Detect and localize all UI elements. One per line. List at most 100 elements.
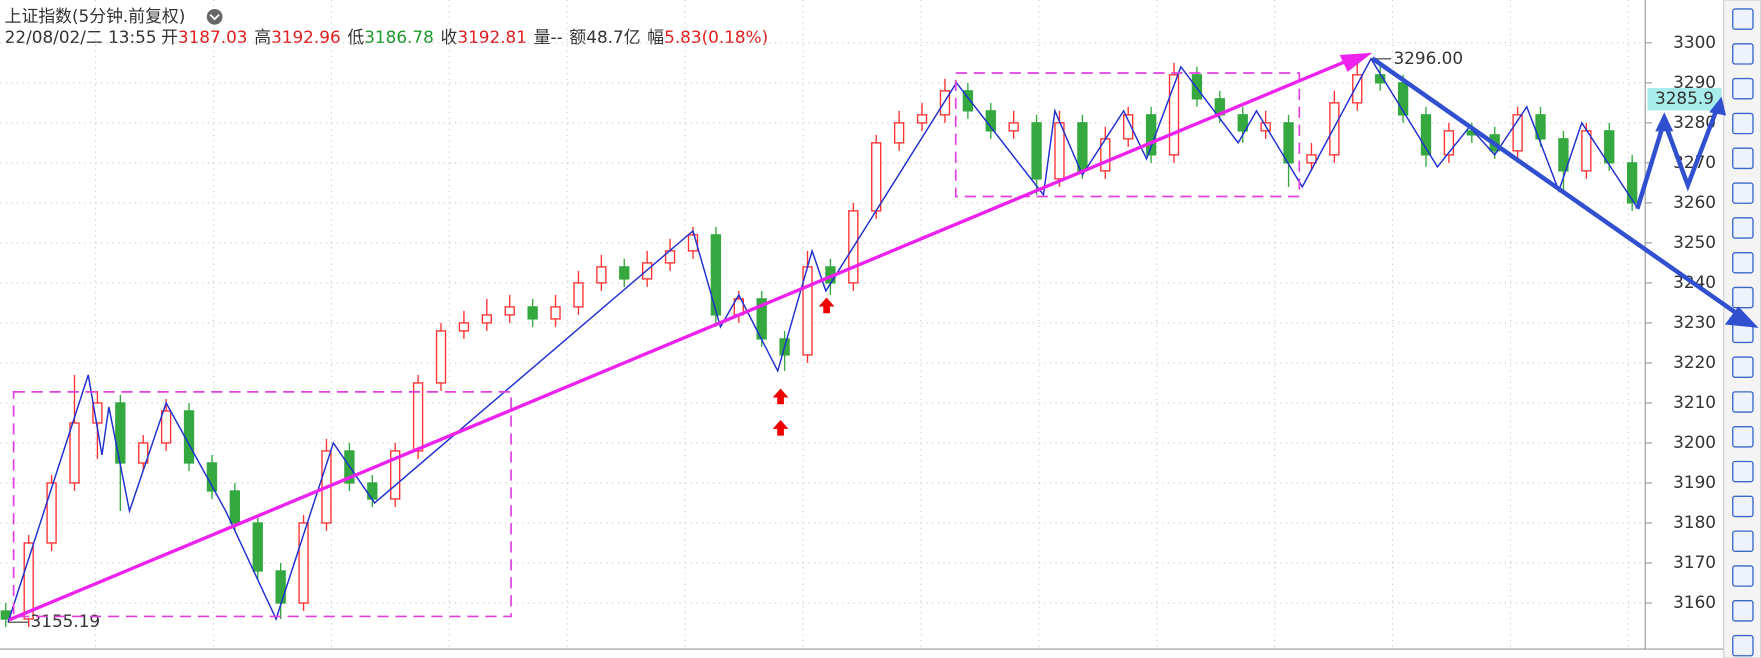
box bbox=[12, 391, 512, 618]
candle-body bbox=[1581, 130, 1592, 172]
trend-line bbox=[8, 59, 1349, 622]
tool-icon bbox=[1732, 77, 1754, 100]
tool-icon bbox=[1732, 147, 1754, 170]
candle-body bbox=[573, 282, 584, 308]
forecast-arrowhead bbox=[1724, 306, 1759, 328]
tool-icon bbox=[1732, 565, 1754, 587]
candle-body bbox=[69, 422, 80, 484]
candle-body bbox=[275, 570, 286, 604]
overlays bbox=[8, 52, 1759, 622]
candle-body bbox=[23, 542, 34, 620]
tool-icon bbox=[1732, 460, 1754, 483]
stat-value: 3186.78 bbox=[364, 27, 434, 47]
stat-value: 3192.96 bbox=[271, 27, 341, 47]
tool-icon bbox=[1732, 112, 1754, 135]
candle-body bbox=[1008, 122, 1019, 132]
tool-icon bbox=[1732, 8, 1754, 30]
tool-icon bbox=[1732, 391, 1754, 413]
y-tick-label: 3260 bbox=[1673, 192, 1716, 212]
box bbox=[954, 72, 1301, 198]
tool-icon bbox=[1732, 43, 1754, 65]
candle-body bbox=[504, 306, 515, 316]
plot: 3160317031803190320032103220323032403250… bbox=[0, 32, 1722, 631]
candle-body bbox=[619, 266, 630, 280]
stat-value: 48.7亿 bbox=[586, 27, 640, 47]
candle-body bbox=[1237, 114, 1248, 132]
y-tick-label: 3230 bbox=[1673, 312, 1716, 332]
candle-body bbox=[481, 314, 492, 324]
candle-body bbox=[367, 482, 378, 500]
stat-value: -- bbox=[551, 27, 563, 47]
candle-body bbox=[1512, 114, 1523, 152]
y-tick-label: 3250 bbox=[1673, 232, 1716, 252]
stat-label: 收 bbox=[441, 27, 458, 47]
y-tick-label: 3170 bbox=[1673, 552, 1716, 572]
stat-label: 低 bbox=[347, 27, 364, 47]
candle-body bbox=[550, 306, 561, 320]
candle-body bbox=[1397, 82, 1409, 116]
trend-arrowhead bbox=[1339, 52, 1373, 72]
stat-label: 高 bbox=[254, 27, 271, 47]
forecast-arrow bbox=[1371, 56, 1737, 314]
candle-body bbox=[1283, 122, 1294, 164]
candle-body bbox=[1191, 74, 1203, 100]
candle-body bbox=[1535, 114, 1546, 140]
candle-body bbox=[435, 330, 447, 384]
tool-icon bbox=[1732, 217, 1754, 239]
candle-body bbox=[1443, 130, 1455, 156]
candle-body bbox=[527, 306, 538, 320]
candle-body bbox=[1558, 138, 1569, 172]
candle-body bbox=[596, 266, 607, 284]
last-price-label: 3285.9 bbox=[1655, 88, 1714, 108]
candle-body bbox=[1145, 114, 1157, 156]
candle-body bbox=[298, 522, 309, 604]
y-tick-label: 3190 bbox=[1673, 472, 1716, 492]
candle-body bbox=[871, 142, 882, 212]
date: 22/08/02/二 13:55 bbox=[5, 27, 157, 47]
dropdown[interactable] bbox=[206, 8, 223, 25]
y-tick-label: 3210 bbox=[1673, 392, 1716, 412]
candle-body bbox=[1420, 114, 1432, 156]
annotation-label: 3296.00 bbox=[1393, 48, 1463, 68]
candle-body bbox=[412, 382, 424, 452]
candle-body bbox=[939, 90, 951, 116]
tool-icon bbox=[1732, 530, 1754, 553]
candle-body bbox=[458, 322, 470, 332]
tool-icon bbox=[1732, 600, 1754, 622]
y-tick-label: 3220 bbox=[1673, 352, 1716, 372]
candle-body bbox=[92, 402, 103, 424]
zigzag-line bbox=[7, 57, 1638, 623]
stat-value: 5.83(0.18%) bbox=[664, 27, 768, 47]
candle-body bbox=[1604, 130, 1615, 164]
candle-body bbox=[962, 90, 974, 112]
candle-body bbox=[1054, 122, 1065, 180]
candle-body bbox=[229, 490, 241, 524]
annotation-label: 3155.19 bbox=[31, 611, 101, 631]
candle-body bbox=[160, 410, 172, 444]
candle-body bbox=[138, 442, 149, 464]
y-tick-label: 3290 bbox=[1673, 72, 1716, 92]
candle-body bbox=[1123, 114, 1134, 140]
stat-value: 3192.81 bbox=[457, 27, 527, 47]
chart-title: 上证指数(5分钟.前复权) bbox=[5, 6, 186, 26]
y-tick-label: 3180 bbox=[1673, 512, 1716, 532]
candle-body bbox=[1352, 74, 1363, 104]
stat-label: 额 bbox=[569, 27, 586, 47]
stat-value: 3187.03 bbox=[178, 27, 248, 47]
y-tick-label: 3160 bbox=[1673, 592, 1716, 612]
candle-body bbox=[1168, 74, 1180, 156]
candle-body bbox=[252, 522, 263, 572]
candle-body bbox=[1329, 102, 1340, 156]
candle-body bbox=[115, 402, 126, 464]
candle-body bbox=[710, 234, 722, 316]
candle-body bbox=[1306, 154, 1317, 164]
forecast-path bbox=[1635, 104, 1721, 210]
stat-label: 量 bbox=[534, 27, 551, 47]
candle-body bbox=[893, 122, 905, 144]
tool-icon bbox=[1732, 251, 1754, 274]
stat-label: 开 bbox=[161, 27, 178, 47]
tool-icon bbox=[1732, 634, 1754, 657]
